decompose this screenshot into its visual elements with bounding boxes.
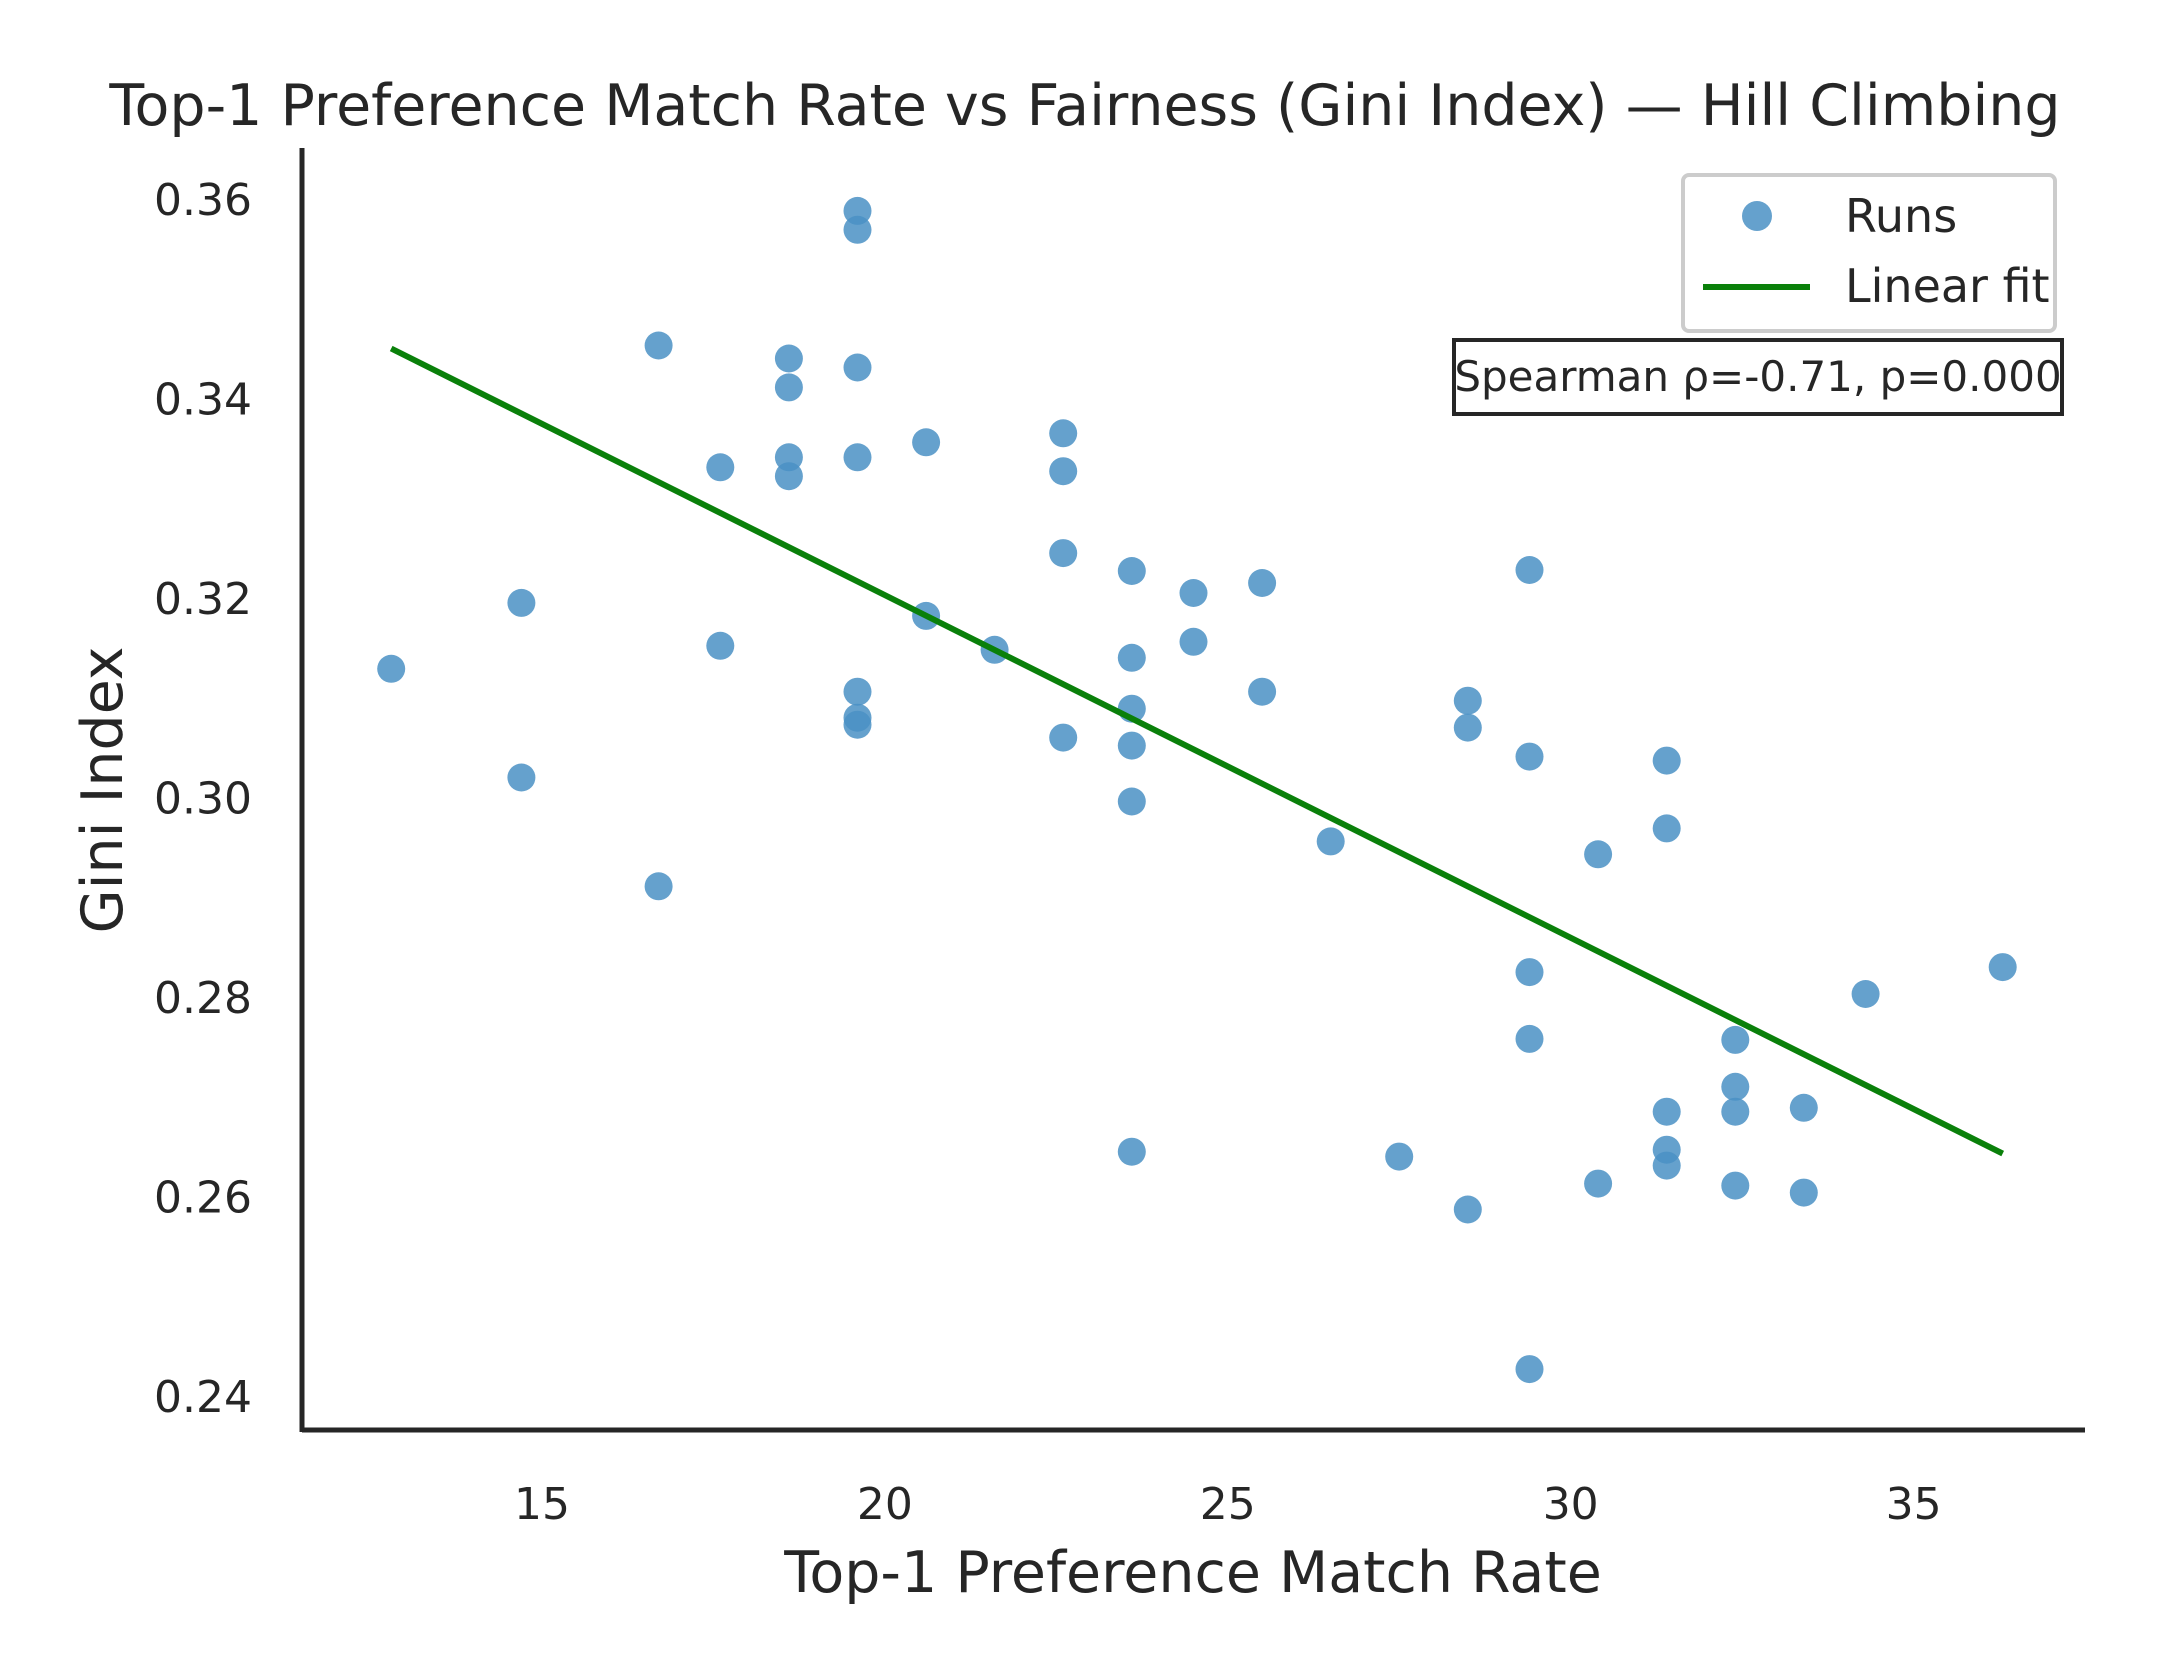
linear-fit-layer	[389, 345, 2005, 1157]
annotation-box	[1452, 338, 2064, 416]
data-point-37	[1453, 686, 1482, 715]
data-point-41	[1515, 742, 1544, 771]
data-point-43	[1515, 1024, 1544, 1053]
legend-runs-marker-icon	[1742, 201, 1772, 231]
chart-title: Top-1 Preference Match Rate vs Fairness …	[108, 73, 2060, 139]
data-point-40	[1515, 556, 1544, 584]
data-point-29	[1117, 787, 1146, 816]
data-point-49	[1652, 1097, 1681, 1126]
data-point-1	[507, 588, 536, 617]
data-point-22	[1049, 457, 1078, 486]
data-point-32	[1179, 627, 1208, 656]
legend: Runs Linear fit	[1681, 173, 2057, 333]
y-axis-ticks: 0.24 0.26 0.28 0.30 0.32 0.34 0.36	[154, 175, 252, 1423]
data-point-55	[1721, 1171, 1750, 1200]
x-axis-ticks: 15 20 25 30 35	[514, 1479, 1942, 1530]
data-point-0	[377, 654, 406, 683]
y-tick-label: 0.36	[154, 175, 252, 226]
x-tick-label: 30	[1543, 1479, 1599, 1530]
y-tick-label: 0.32	[154, 574, 252, 625]
data-point-5	[706, 453, 735, 482]
data-point-56	[1789, 1093, 1818, 1122]
legend-runs-label: Runs	[1845, 189, 1957, 243]
data-point-18	[912, 428, 941, 457]
data-point-23	[1049, 539, 1078, 568]
data-point-24	[1049, 723, 1078, 752]
data-point-54	[1721, 1097, 1750, 1126]
data-point-8	[774, 373, 803, 402]
data-point-2	[507, 763, 536, 792]
data-point-39	[1453, 1195, 1482, 1224]
data-point-17	[843, 710, 872, 739]
data-point-42	[1515, 958, 1544, 987]
data-point-38	[1453, 713, 1482, 742]
data-point-25	[1117, 557, 1146, 585]
annotation-text: Spearman ρ=-0.71, p=0.000	[1454, 352, 2061, 401]
data-point-53	[1721, 1072, 1750, 1101]
data-point-45	[1584, 840, 1613, 869]
spearman-annotation: Spearman ρ=-0.71, p=0.000	[1452, 338, 2064, 416]
data-point-28	[1117, 731, 1146, 760]
data-point-58	[1851, 980, 1880, 1008]
data-point-35	[1316, 827, 1345, 856]
data-point-7	[774, 344, 803, 373]
data-point-26	[1117, 643, 1146, 672]
y-tick-label: 0.34	[154, 374, 252, 425]
data-point-30	[1117, 1137, 1146, 1166]
data-point-33	[1248, 569, 1277, 597]
data-point-48	[1652, 814, 1681, 843]
data-point-36	[1385, 1142, 1414, 1171]
data-point-47	[1652, 746, 1681, 775]
y-tick-label: 0.26	[154, 1173, 252, 1224]
data-point-15	[843, 677, 872, 706]
data-point-34	[1248, 677, 1277, 706]
data-point-57	[1789, 1178, 1818, 1207]
scatter-points	[377, 196, 2017, 1384]
data-point-52	[1721, 1025, 1750, 1054]
x-tick-label: 15	[514, 1479, 570, 1530]
data-point-4	[644, 872, 673, 901]
x-tick-label: 25	[1200, 1479, 1256, 1530]
y-axis-label: Gini Index	[70, 646, 136, 933]
data-point-21	[1049, 419, 1078, 448]
data-point-31	[1179, 579, 1208, 607]
data-point-14	[843, 443, 872, 472]
y-tick-label: 0.28	[154, 973, 252, 1024]
data-point-44	[1515, 1355, 1544, 1384]
data-point-10	[774, 462, 803, 491]
data-point-51	[1652, 1151, 1681, 1180]
x-axis-label: Top-1 Preference Match Rate	[783, 1540, 1602, 1606]
legend-fit-label: Linear fit	[1845, 259, 2050, 313]
data-point-6	[706, 631, 735, 660]
data-point-13	[843, 353, 872, 382]
data-point-12	[843, 215, 872, 244]
linear-fit-line	[389, 345, 2005, 1157]
data-point-46	[1584, 1169, 1613, 1198]
y-tick-label: 0.30	[154, 774, 252, 825]
data-point-59	[1988, 953, 2017, 982]
y-tick-label: 0.24	[154, 1372, 252, 1423]
legend-frame	[1681, 173, 2057, 333]
x-tick-label: 20	[857, 1479, 913, 1530]
x-tick-label: 35	[1886, 1479, 1942, 1530]
data-point-3	[644, 331, 673, 360]
